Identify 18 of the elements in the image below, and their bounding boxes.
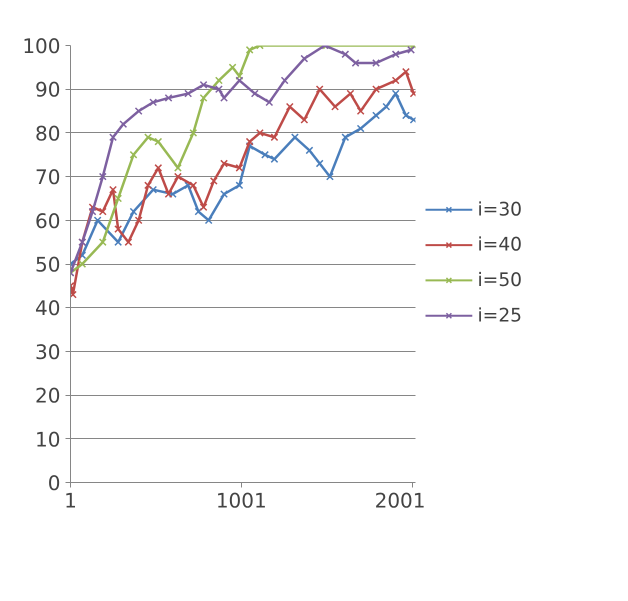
y-tick-label: 100 bbox=[22, 34, 61, 58]
legend-label: i=50 bbox=[478, 270, 522, 291]
y-tick-label: 20 bbox=[35, 384, 61, 408]
x-tick-label: 1 bbox=[64, 488, 77, 512]
x-tick-label: 1001 bbox=[216, 488, 267, 512]
legend-label: i=25 bbox=[478, 305, 522, 326]
y-tick-label: 40 bbox=[35, 296, 61, 320]
y-tick-label: 30 bbox=[35, 340, 61, 364]
legend-label: i=30 bbox=[478, 199, 522, 220]
y-tick-label: 10 bbox=[35, 427, 61, 452]
y-tick-label: 80 bbox=[35, 121, 61, 146]
y-tick-label: 70 bbox=[35, 165, 61, 190]
y-tick-label: 90 bbox=[35, 78, 61, 102]
x-tick-label: 2001 bbox=[374, 488, 426, 512]
y-tick-label: 0 bbox=[48, 471, 61, 495]
y-tick-label: 50 bbox=[35, 252, 61, 276]
legend-label: i=40 bbox=[478, 234, 522, 256]
y-tick-label: 60 bbox=[35, 208, 61, 233]
